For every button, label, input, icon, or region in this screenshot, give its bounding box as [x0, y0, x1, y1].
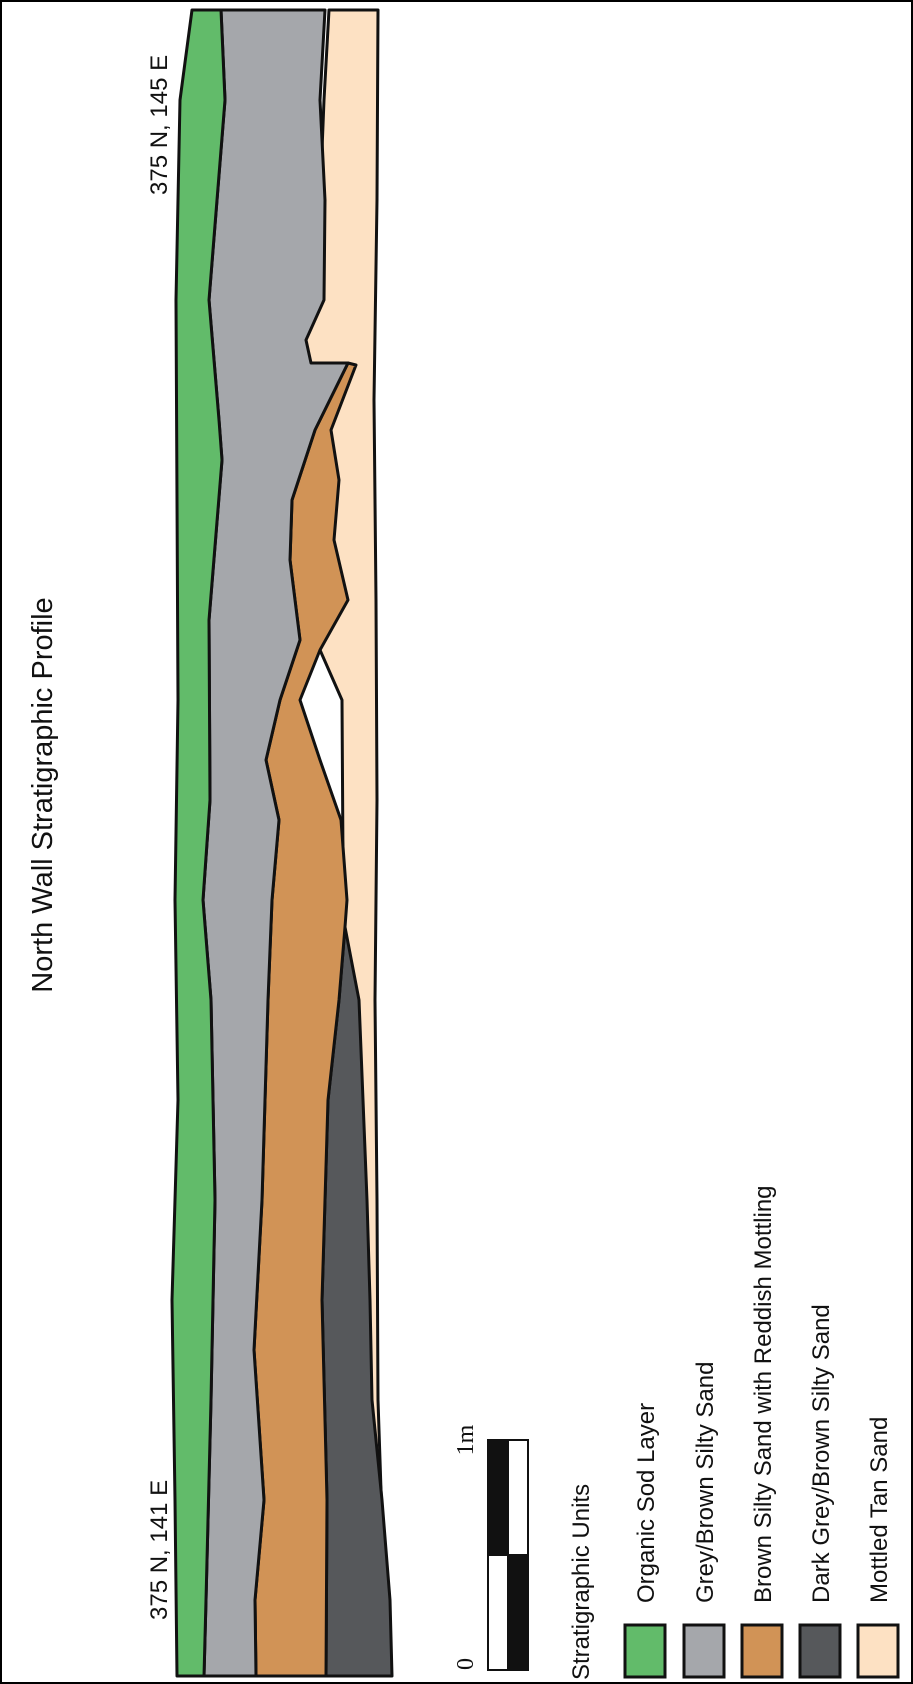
- legend-label-4: Dark Grey/Brown Silty Sand: [808, 1304, 835, 1603]
- scale-bar-segment-4: [507, 1554, 529, 1671]
- scale-bar-segment-2: [507, 1439, 529, 1556]
- legend-swatch-4: [798, 1623, 842, 1679]
- scale-bar-start-label: 0: [453, 1658, 479, 1670]
- legend-label-2: Grey/Brown Silty Sand: [692, 1362, 719, 1603]
- scale-bar: [487, 1439, 529, 1671]
- legend-label-3: Brown Silty Sand with Reddish Mottling: [750, 1185, 777, 1603]
- legend-swatch-2: [682, 1623, 726, 1679]
- legend-title: Stratigraphic Units: [568, 1484, 595, 1680]
- profile-layers: [170, 8, 394, 1678]
- scale-bar-segment-3: [487, 1554, 509, 1671]
- scale-bar-segment-1: [487, 1439, 509, 1556]
- endpoint-label-left: 375 N, 141 E: [146, 1480, 173, 1620]
- legend-label-1: Organic Sod Layer: [633, 1403, 660, 1603]
- legend-swatch-1: [623, 1623, 667, 1679]
- layer-organic-sod: [170, 8, 227, 1678]
- endpoint-label-right: 375 N, 145 E: [146, 55, 173, 195]
- profile-title: North Wall Stratigraphic Profile: [27, 597, 59, 992]
- scale-bar-end-label: 1m: [453, 1424, 479, 1455]
- legend: Organic Sod Layer Grey/Brown Silty Sand Br…: [623, 1185, 900, 1679]
- legend-label-5: Mottled Tan Sand: [866, 1417, 893, 1603]
- legend-swatch-3: [740, 1623, 784, 1679]
- legend-swatch-5: [856, 1623, 900, 1679]
